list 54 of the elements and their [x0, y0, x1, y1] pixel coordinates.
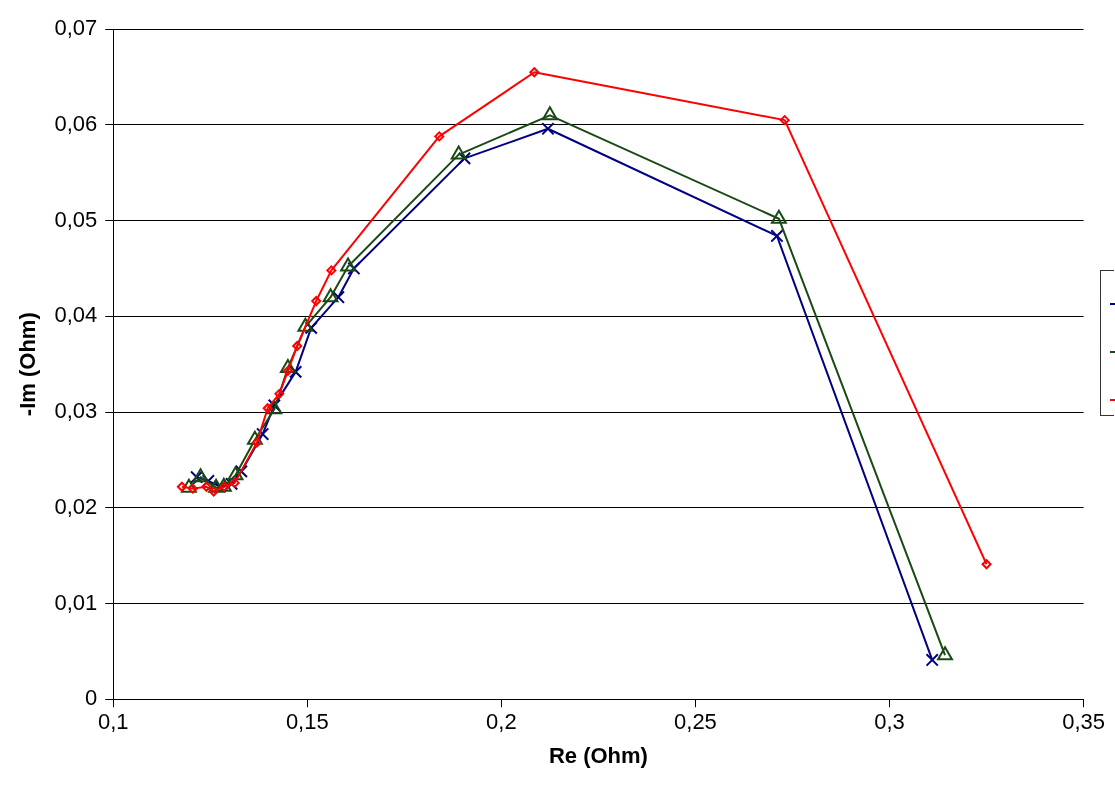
point	[347, 261, 361, 276]
point	[297, 317, 314, 332]
point	[457, 151, 472, 166]
point	[262, 403, 273, 414]
x-axis-title: Re (Ohm)	[548, 742, 648, 768]
point	[292, 341, 303, 352]
point	[256, 427, 270, 441]
y-tick-label: 0,02	[54, 493, 98, 519]
point	[192, 468, 209, 483]
x-tick-label: 0,25	[674, 709, 717, 735]
x-tick-label: 0,2	[486, 709, 517, 735]
y-tick-label: 0,05	[54, 206, 98, 232]
x-tick-label: 0,3	[874, 709, 905, 735]
y-tick-label: 0	[84, 685, 98, 711]
point	[288, 365, 303, 379]
point	[770, 209, 787, 224]
y-tick-label: 0,06	[54, 110, 98, 136]
y-tick-label: 0,04	[54, 302, 98, 328]
point	[331, 290, 345, 304]
point	[326, 265, 337, 276]
point	[541, 122, 555, 136]
point	[311, 296, 322, 307]
point	[201, 481, 212, 492]
x-tick-label: 0,1	[97, 709, 129, 735]
point	[208, 486, 219, 497]
point	[304, 321, 318, 335]
point	[246, 430, 263, 445]
point	[234, 464, 248, 479]
point	[937, 646, 953, 661]
point	[541, 106, 558, 121]
point	[190, 470, 204, 484]
y-tick-label: 0,03	[54, 398, 98, 424]
point	[981, 559, 992, 570]
y-tick-label: 0,07	[54, 15, 98, 41]
point	[450, 145, 467, 160]
point	[180, 478, 197, 493]
point	[229, 477, 240, 488]
point	[779, 115, 790, 126]
point	[227, 466, 244, 481]
y-tick-label: 0,01	[54, 589, 98, 615]
point	[434, 131, 445, 142]
point	[208, 478, 225, 493]
y-axis-title: -Im (Ohm)	[15, 312, 41, 417]
x-tick-label: 0,15	[285, 709, 329, 735]
point	[274, 388, 285, 399]
point	[340, 257, 356, 272]
point	[322, 288, 339, 303]
point	[529, 67, 540, 78]
x-tick-label: 0,35	[1062, 709, 1105, 735]
point	[176, 481, 187, 492]
point	[925, 653, 939, 667]
point	[215, 477, 232, 492]
point	[279, 359, 296, 374]
point	[770, 229, 784, 243]
